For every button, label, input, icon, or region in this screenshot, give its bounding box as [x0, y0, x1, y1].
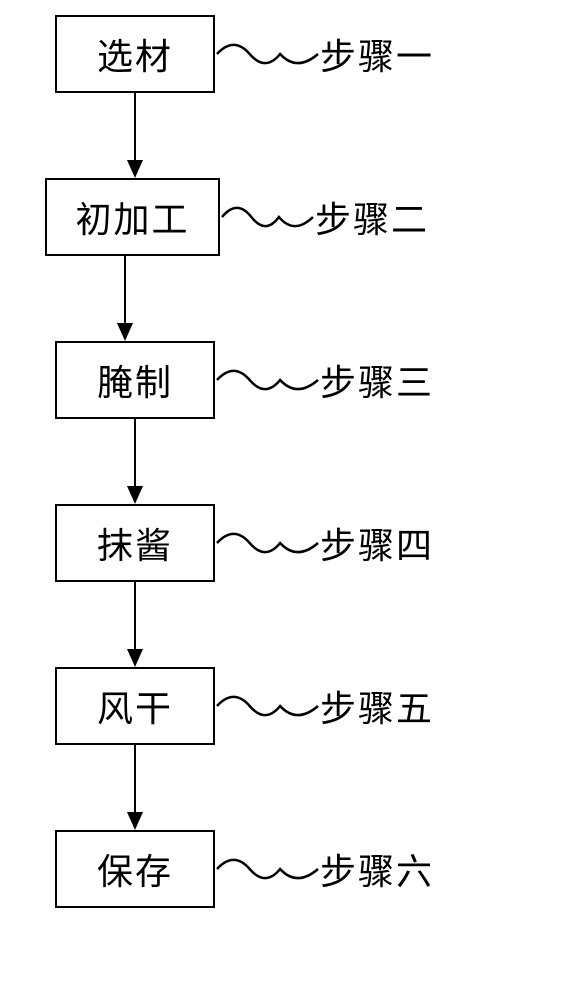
arrow-down: [120, 582, 150, 667]
flowchart-container: 选材 步骤一初加工 步骤二腌制 步骤三抹酱 步骤四风干 步骤五保存 步骤六: [55, 15, 545, 908]
step-label: 步骤二: [315, 191, 429, 243]
arrow-container: [55, 256, 545, 341]
step-row: 腌制 步骤三: [55, 341, 545, 419]
arrow-container: [55, 745, 545, 830]
wave-connector: [220, 192, 315, 242]
wave-connector: [215, 844, 320, 894]
step-label: 步骤五: [320, 680, 434, 732]
step-label: 步骤一: [320, 28, 434, 80]
step-row: 抹酱 步骤四: [55, 504, 545, 582]
step-box: 抹酱: [55, 504, 215, 582]
step-box-text: 腌制: [97, 354, 173, 406]
step-box-text: 抹酱: [97, 517, 173, 569]
step-box: 保存: [55, 830, 215, 908]
arrow-container: [55, 93, 545, 178]
step-box-text: 保存: [97, 843, 173, 895]
step-row: 风干 步骤五: [55, 667, 545, 745]
step-row: 初加工 步骤二: [45, 178, 545, 256]
wave-connector: [215, 29, 320, 79]
step-box: 风干: [55, 667, 215, 745]
wave-connector: [215, 681, 320, 731]
step-row: 保存 步骤六: [55, 830, 545, 908]
step-box-text: 初加工: [75, 191, 189, 243]
step-label: 步骤四: [320, 517, 434, 569]
step-box: 初加工: [45, 178, 220, 256]
step-label: 步骤三: [320, 354, 434, 406]
step-box: 腌制: [55, 341, 215, 419]
arrow-down: [120, 745, 150, 830]
step-label: 步骤六: [320, 843, 434, 895]
arrow-down: [120, 93, 150, 178]
step-row: 选材 步骤一: [55, 15, 545, 93]
wave-connector: [215, 518, 320, 568]
wave-connector: [215, 355, 320, 405]
arrow-down: [120, 419, 150, 504]
arrow-container: [55, 419, 545, 504]
arrow-container: [55, 582, 545, 667]
step-box-text: 风干: [97, 680, 173, 732]
arrow-down: [110, 256, 140, 341]
step-box: 选材: [55, 15, 215, 93]
step-box-text: 选材: [97, 28, 173, 80]
